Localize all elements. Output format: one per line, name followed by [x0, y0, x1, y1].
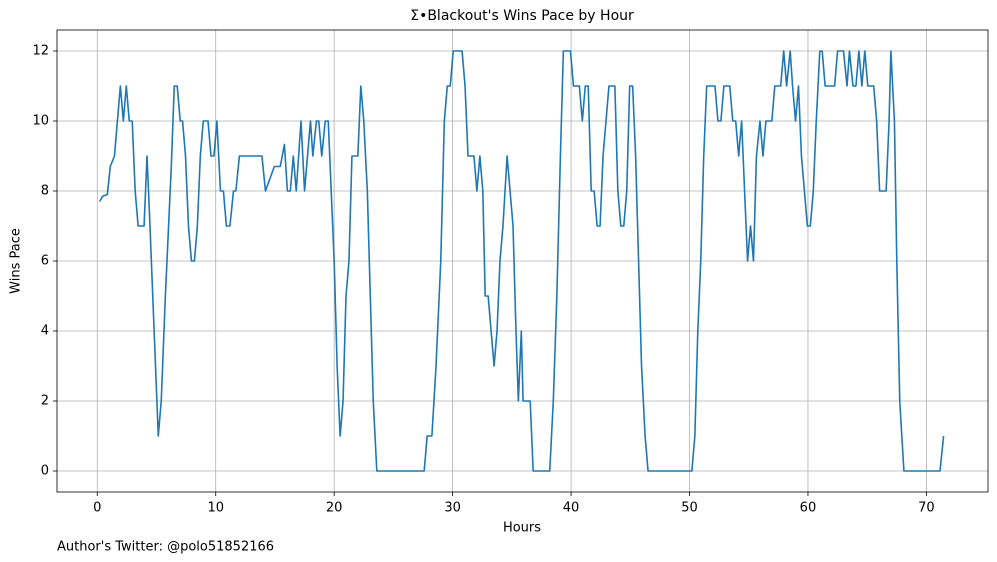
annotation: Author's Twitter: @polo51852166 [57, 540, 274, 555]
y-axis-label: Wins Pace [9, 228, 24, 294]
data-line [98, 50, 945, 472]
x-tick-label: 10 [207, 501, 224, 516]
y-tick-label: 4 [41, 324, 49, 339]
x-tick-label: 20 [326, 501, 343, 516]
x-tick-label: 40 [563, 501, 580, 516]
y-tick-label: 2 [41, 394, 49, 409]
plot-frame [56, 29, 989, 493]
x-tick-label: 0 [93, 501, 101, 516]
x-tick-label: 70 [918, 501, 935, 516]
y-tick-label: 12 [32, 44, 49, 59]
x-axis-label: Hours [503, 521, 541, 536]
y-tick-label: 0 [41, 464, 49, 479]
chart-title: Σ•Blackout's Wins Pace by Hour [410, 8, 634, 24]
x-tick-label: 60 [800, 501, 817, 516]
y-tick-label: 6 [41, 254, 49, 269]
x-tick-label: 50 [681, 501, 698, 516]
y-tick-label: 10 [32, 114, 49, 129]
x-tick-label: 30 [444, 501, 461, 516]
y-tick-label: 8 [41, 184, 49, 199]
